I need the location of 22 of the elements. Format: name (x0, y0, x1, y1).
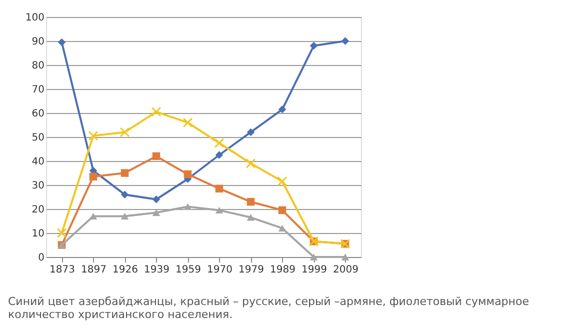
y-tick-label: 10 (32, 228, 44, 240)
text: Синий цвет азербайджанцы, красный – русские, серый –армяне, фиолетовый суммарное количество христианского населения. (8, 295, 530, 321)
x-tick-label: 1897 (81, 264, 106, 276)
x-tick-label: 1999 (302, 264, 327, 276)
x-tick-label: 1873 (50, 264, 75, 276)
y-tick-label: 40 (32, 156, 44, 168)
y-tick-label: 70 (32, 84, 44, 96)
x-tick-label: 1959 (176, 264, 201, 276)
x-tick-label: 1989 (270, 264, 296, 276)
y-tick-label: 90 (32, 36, 44, 48)
y-tick-label: 100 (25, 12, 44, 24)
y-tick-label: 30 (32, 180, 44, 192)
y-tick-label: 0 (38, 252, 44, 264)
x-tick-label: 1939 (144, 264, 170, 276)
x-tick-label: 1970 (207, 264, 232, 276)
y-tick-label: 50 (32, 132, 44, 144)
x-tick-label: 1926 (112, 264, 138, 276)
y-tick-label: 20 (32, 204, 44, 216)
x-tick-label: 2009 (333, 264, 358, 276)
y-tick-label: 60 (32, 108, 44, 120)
x-tick-label: 1979 (238, 264, 264, 276)
y-tick-label: 80 (32, 60, 44, 72)
